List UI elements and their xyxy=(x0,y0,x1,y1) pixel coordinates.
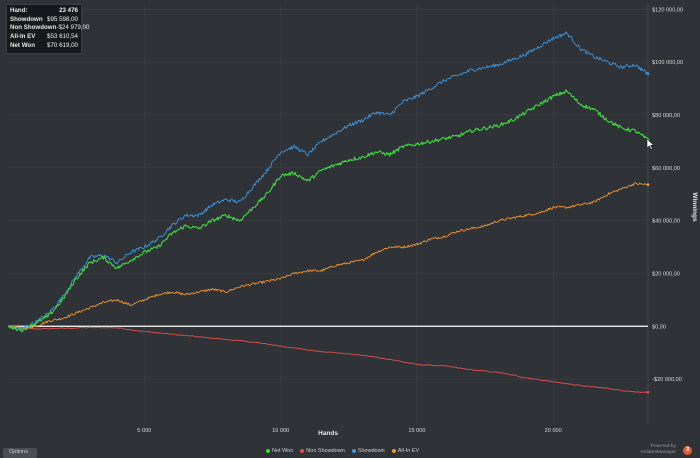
series-end-point xyxy=(646,390,650,394)
holdem-manager-logo-icon: 3 xyxy=(683,446,692,455)
series-end-point xyxy=(646,72,650,76)
tooltip-label: Non Showdown xyxy=(10,24,57,32)
mouse-cursor-icon xyxy=(646,138,655,150)
legend-label: Non Showdown xyxy=(306,448,345,454)
allin-ev-dot-icon xyxy=(391,449,396,453)
tooltip-value: $70 619,00 xyxy=(47,41,78,49)
series-end-point xyxy=(646,183,650,187)
tooltip-label: All-In EV xyxy=(10,33,36,41)
tooltip-row-hand: Hand: 23 476 xyxy=(10,7,78,16)
series-lines xyxy=(7,31,650,394)
x-tick-label: 20 000 xyxy=(545,428,562,434)
tooltip-row-non-showdown: Non Showdown -$24 979,00 xyxy=(10,24,89,33)
legend-label: Net Won xyxy=(272,448,294,454)
legend-item-showdown[interactable]: Showdown xyxy=(351,448,385,454)
series-line-showdown xyxy=(7,31,649,330)
tooltip-row-allin-ev: All-In EV $53 610,54 xyxy=(10,33,78,42)
series-line-non-showdown xyxy=(8,325,649,394)
x-tick-label: 15 000 xyxy=(408,428,425,434)
y-tick-label: $80 000,00 xyxy=(652,113,680,119)
y-tick-label: $0,00 xyxy=(652,324,666,330)
y-tick-label: -$20 000,00 xyxy=(652,377,682,383)
legend-label: Showdown xyxy=(357,448,385,454)
legend-item-non-showdown[interactable]: Non Showdown xyxy=(300,448,345,454)
tooltip-label: Net Won xyxy=(10,41,35,49)
tooltip-label: Hand: xyxy=(10,7,28,14)
tooltip-label: Showdown xyxy=(10,15,43,23)
series-line-all-in-ev xyxy=(7,182,649,330)
x-tick-label: 5 000 xyxy=(137,428,151,434)
y-tick-label: $40 000,00 xyxy=(652,219,680,225)
legend-item-allin-ev[interactable]: All-In EV xyxy=(391,448,420,454)
chart-legend: Net Won Non Showdown Showdown All-In EV xyxy=(266,448,419,454)
tooltip-value: -$24 979,00 xyxy=(56,24,90,32)
tooltip-row-net-won: Net Won $70 619,00 xyxy=(10,42,78,51)
y-tick-label: $20 000,00 xyxy=(652,271,680,277)
tooltip-value: 23 476 xyxy=(59,7,78,14)
y-tick-label: $100 000,00 xyxy=(652,60,683,66)
brand-name: HoldemManager xyxy=(640,450,676,455)
x-tick-label: 10 000 xyxy=(272,428,289,434)
y-tick-label: $60 000,00 xyxy=(652,166,680,172)
powered-by: Powered by HoldemManager xyxy=(641,444,676,456)
tooltip-row-showdown: Showdown $95 598,00 xyxy=(10,16,78,25)
y-axis-label: Winnings xyxy=(691,192,698,222)
grid xyxy=(8,4,649,424)
tooltip-value: $53 610,54 xyxy=(47,33,78,41)
x-axis-ticks: 5 000 10 000 15 000 20 000 xyxy=(137,428,561,434)
y-axis-ticks: -$20 000,00 $0,00 $20 000,00 $40 000,00 $60 … xyxy=(652,7,683,383)
y-tick-label: $120 000,00 xyxy=(652,7,683,13)
options-button[interactable]: Options xyxy=(3,448,37,458)
legend-item-net-won[interactable]: Net Won xyxy=(266,448,293,454)
tooltip-value: $95 598,00 xyxy=(47,15,78,23)
net-won-dot-icon xyxy=(266,449,270,453)
x-axis-label: Hands xyxy=(318,430,338,437)
showdown-dot-icon xyxy=(351,449,356,453)
legend-label: All-In EV xyxy=(397,448,420,454)
hand-tooltip: Hand: 23 476 Showdown $95 598,00 Non Sho… xyxy=(6,4,89,54)
series-line-net-won xyxy=(7,89,649,333)
powered-by-label: Powered by xyxy=(650,444,676,449)
non-showdown-dot-icon xyxy=(300,449,305,453)
